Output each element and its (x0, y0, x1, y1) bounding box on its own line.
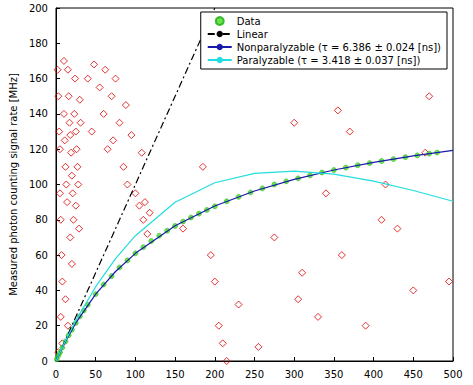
svg-text:40: 40 (35, 285, 48, 296)
svg-text:0: 0 (42, 356, 48, 367)
svg-text:Nonparalyzable (τ = 6.386 ± 0.: Nonparalyzable (τ = 6.386 ± 0.024 [ns]) (237, 42, 441, 53)
svg-text:20: 20 (35, 320, 48, 331)
svg-text:450: 450 (404, 369, 423, 380)
svg-text:500: 500 (443, 369, 462, 380)
svg-text:140: 140 (29, 108, 48, 119)
svg-text:350: 350 (324, 369, 343, 380)
svg-text:250: 250 (245, 369, 264, 380)
svg-text:180: 180 (29, 38, 48, 49)
svg-text:300: 300 (285, 369, 304, 380)
svg-text:80: 80 (35, 214, 48, 225)
svg-text:Data: Data (237, 16, 261, 27)
svg-text:Measured photon counting signa: Measured photon counting signal rate [MH… (8, 73, 19, 296)
svg-text:150: 150 (166, 369, 185, 380)
svg-text:50: 50 (89, 369, 102, 380)
svg-text:60: 60 (35, 250, 48, 261)
svg-text:160: 160 (29, 73, 48, 84)
svg-text:100: 100 (29, 179, 48, 190)
svg-text:200: 200 (29, 3, 48, 14)
svg-text:120: 120 (29, 144, 48, 155)
svg-text:100: 100 (126, 369, 145, 380)
svg-text:0: 0 (53, 369, 59, 380)
svg-text:Linear: Linear (237, 29, 269, 40)
svg-text:400: 400 (364, 369, 383, 380)
svg-text:200: 200 (205, 369, 224, 380)
svg-text:Paralyzable (τ = 3.418 ± 0.037: Paralyzable (τ = 3.418 ± 0.037 [ns]) (237, 55, 421, 66)
